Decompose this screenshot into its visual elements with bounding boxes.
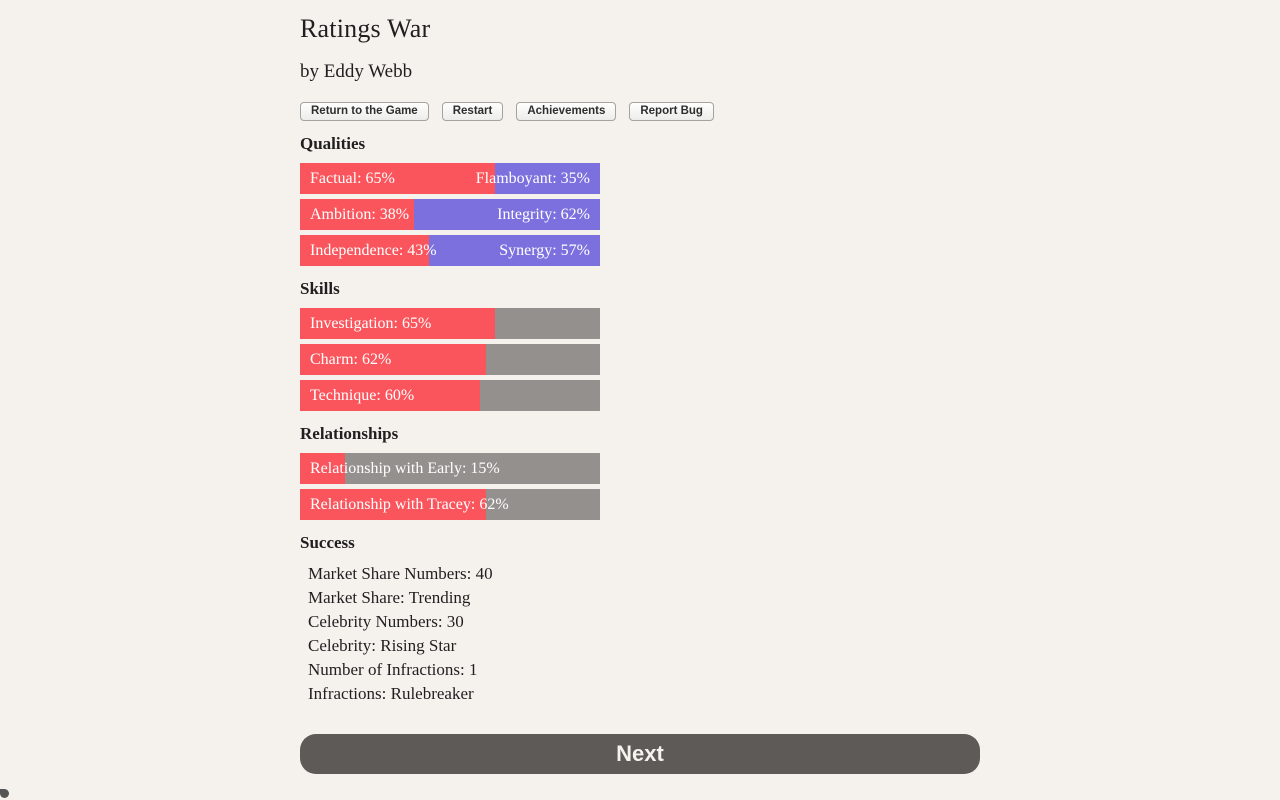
achievements-button[interactable]: Achievements (516, 102, 617, 121)
quality-right-label: Synergy: 57% (499, 241, 590, 259)
success-item: Celebrity: Rising Star (308, 636, 457, 655)
relationship-bar-fill (300, 489, 486, 520)
skill-bar-fill (300, 308, 495, 339)
quality-right-label: Flamboyant: 35% (475, 169, 590, 187)
relationships-heading: Relationships (300, 424, 399, 443)
quality-bar-fill (300, 199, 414, 230)
quality-left-label: Ambition: 38% (310, 205, 410, 223)
stats-screen: Ratings War by Eddy Webb Return to the G… (300, 0, 980, 774)
quality-left-label: Independence: 43% (310, 241, 437, 259)
success-item: Number of Infractions: 1 (308, 660, 478, 679)
skill-bar-label: Technique: 60% (310, 386, 415, 404)
report-bug-button[interactable]: Report Bug (629, 102, 714, 121)
skill-bar-label: Charm: 62% (310, 350, 392, 368)
relationship-bar-early: Relationship with Early: 15% (300, 453, 600, 484)
skill-bar-investigation: Investigation: 65% (300, 308, 600, 339)
skill-bar-technique: Technique: 60% (300, 380, 600, 411)
return-to-game-button[interactable]: Return to the Game (300, 102, 429, 121)
mouse-cursor-artifact (0, 789, 9, 798)
skill-bar-fill (300, 344, 486, 375)
quality-bar-independence: Independence: 43% Synergy: 57% (300, 235, 600, 266)
byline: by Eddy Webb (300, 61, 413, 82)
success-item: Celebrity Numbers: 30 (308, 612, 464, 631)
next-button[interactable]: Next (300, 734, 980, 774)
toolbar: Return to the Game Restart Achievements … (300, 101, 980, 121)
skills-heading: Skills (300, 279, 340, 298)
qualities-heading: Qualities (300, 134, 366, 153)
relationship-bar-fill (300, 453, 345, 484)
skill-bar-charm: Charm: 62% (300, 344, 600, 375)
success-item: Market Share: Trending (308, 588, 471, 607)
success-item: Infractions: Rulebreaker (308, 684, 474, 703)
skill-bar-label: Investigation: 65% (310, 314, 432, 332)
relationship-bar-tracey: Relationship with Tracey: 62% (300, 489, 600, 520)
page-title: Ratings War (300, 14, 431, 43)
quality-bar-fill (300, 163, 495, 194)
success-list: Market Share Numbers: 40 Market Share: T… (308, 562, 980, 706)
restart-button[interactable]: Restart (441, 102, 504, 121)
quality-right-label: Integrity: 62% (497, 205, 590, 223)
quality-bar-factual: Factual: 65% Flamboyant: 35% (300, 163, 600, 194)
relationship-bar-label: Relationship with Tracey: 62% (310, 495, 509, 513)
relationship-bar-label: Relationship with Early: 15% (310, 459, 500, 477)
quality-bar-fill (300, 235, 429, 266)
skill-bar-fill (300, 380, 480, 411)
success-item: Market Share Numbers: 40 (308, 564, 493, 583)
quality-left-label: Factual: 65% (310, 169, 395, 187)
success-heading: Success (300, 533, 355, 552)
quality-bar-ambition: Ambition: 38% Integrity: 62% (300, 199, 600, 230)
